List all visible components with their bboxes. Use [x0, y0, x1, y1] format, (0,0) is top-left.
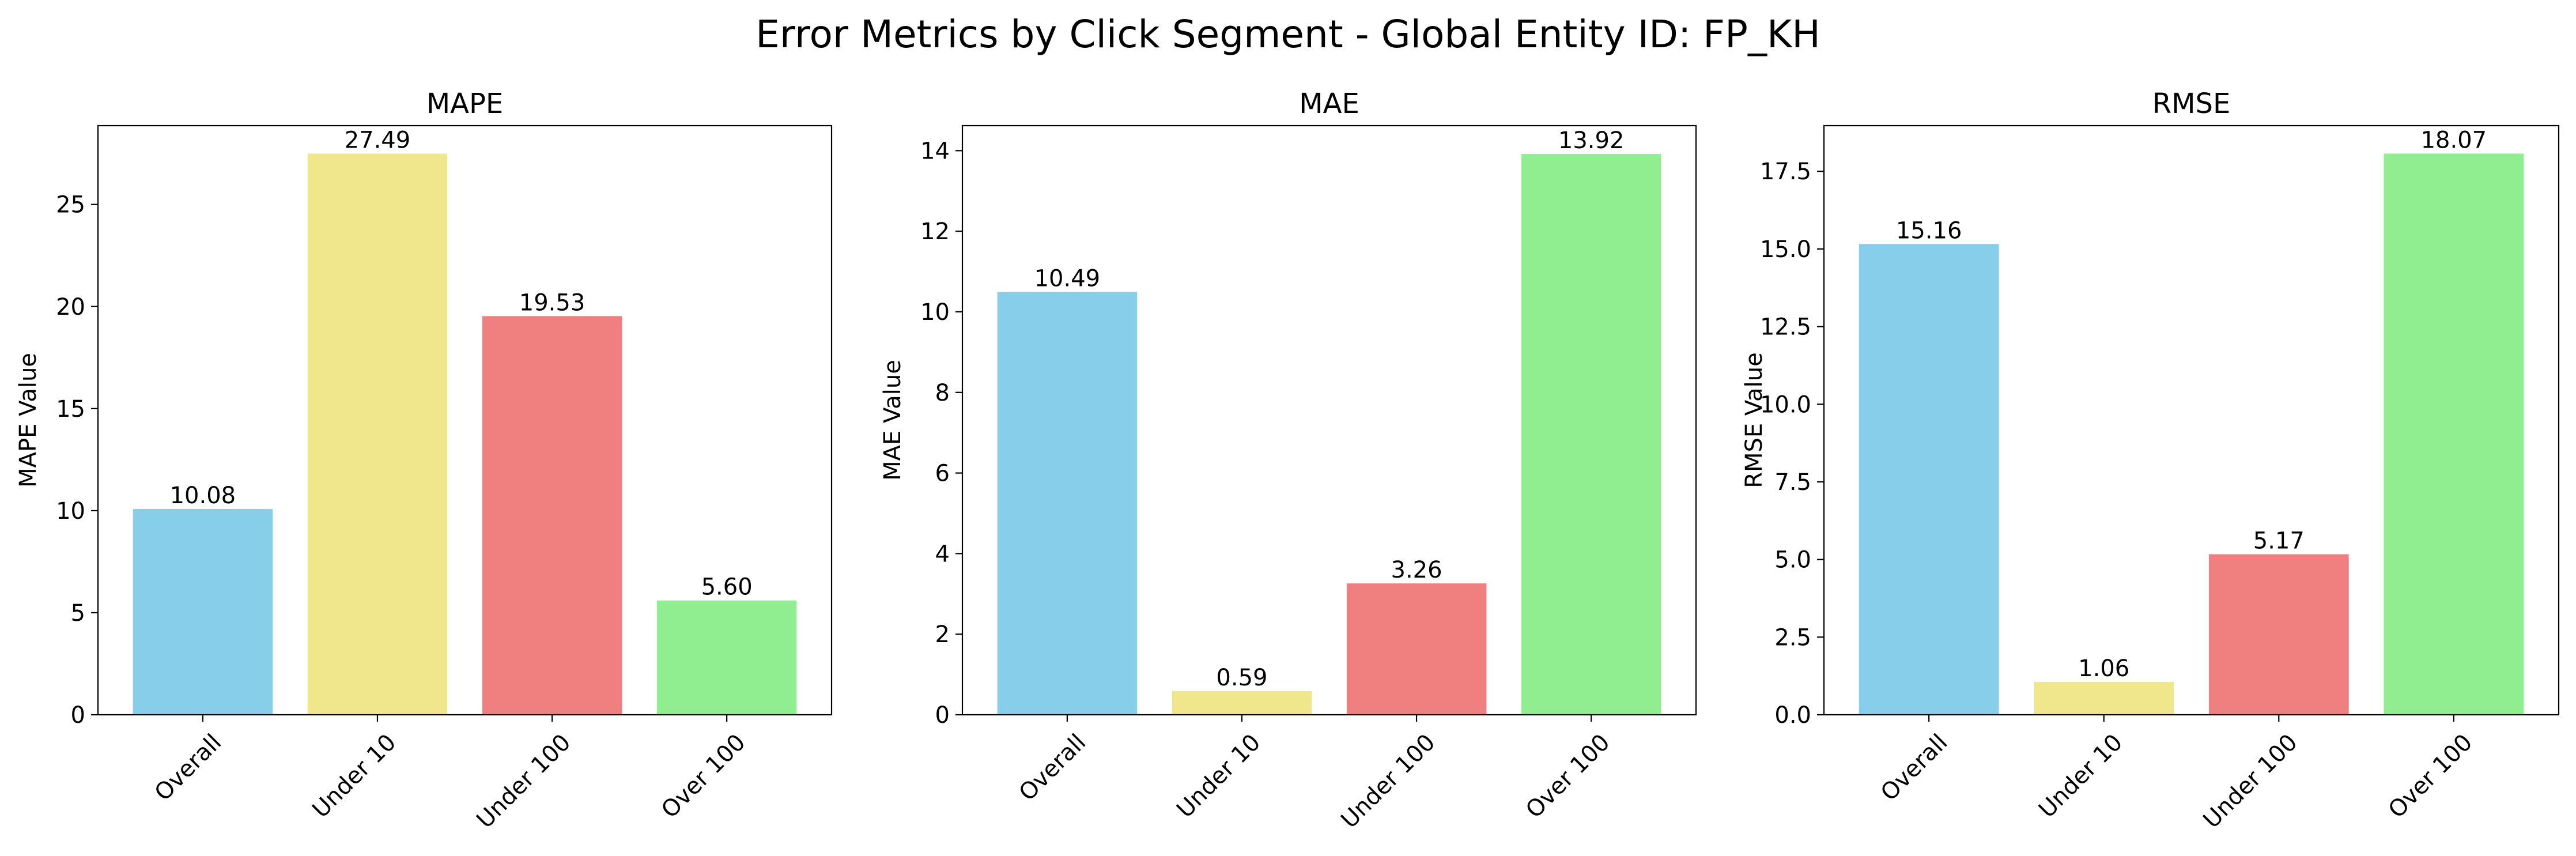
- rmse-bar-under-10: [2034, 681, 2174, 715]
- mape-ytick-label: 15: [56, 396, 85, 423]
- rmse-panel-title: RMSE: [2152, 88, 2231, 120]
- mae-xtick-label: Under 100: [1336, 729, 1440, 834]
- mae-ytick-label: 8: [935, 380, 950, 406]
- mae-ytick-label: 2: [935, 621, 950, 648]
- mape-value-label: 27.49: [345, 127, 411, 154]
- rmse-value-label: 15.16: [1896, 217, 1962, 244]
- mae-bar-under-10: [1172, 691, 1312, 715]
- mape-ytick-label: 0: [71, 702, 85, 729]
- mape-bar-overall: [133, 509, 273, 715]
- rmse-bar-under-100: [2208, 554, 2349, 715]
- rmse-value-label: 5.17: [2253, 527, 2305, 554]
- rmse-xtick-label: Over 100: [2384, 729, 2478, 824]
- rmse-ytick-label: 10.0: [1760, 391, 1811, 418]
- mae-xtick-label: Overall: [1014, 729, 1091, 806]
- mae-value-label: 0.59: [1216, 665, 1267, 691]
- mae-value-label: 10.49: [1034, 266, 1101, 292]
- mae-xtick-label: Over 100: [1521, 729, 1615, 824]
- rmse-xtick-label: Under 100: [2199, 729, 2303, 834]
- mape-value-label: 19.53: [519, 289, 586, 316]
- mape-ytick-label: 10: [56, 498, 85, 525]
- rmse-ytick-label: 17.5: [1760, 159, 1811, 185]
- rmse-ytick-label: 12.5: [1760, 314, 1811, 341]
- mae-bar-over-100: [1521, 153, 1661, 715]
- mae-bar-overall: [997, 292, 1138, 715]
- mape-ytick-label: 25: [56, 192, 85, 218]
- mape-bar-under-10: [307, 153, 448, 715]
- mape-xtick-label: Under 100: [471, 729, 576, 834]
- rmse-ytick-label: 15.0: [1760, 236, 1811, 263]
- rmse-value-label: 18.07: [2421, 127, 2487, 153]
- rmse-axes-frame: [1823, 125, 2560, 716]
- rmse-xtick-label: Under 10: [2034, 729, 2128, 823]
- mape-bar-under-100: [482, 316, 622, 715]
- mae-ytick-label: 0: [935, 702, 950, 729]
- mae-ytick-label: 14: [920, 138, 950, 164]
- mae-xtick-label: Under 10: [1172, 729, 1266, 823]
- mae-value-label: 13.92: [1558, 127, 1625, 154]
- mape-value-label: 10.08: [170, 482, 236, 509]
- mae-ytick-label: 12: [920, 218, 950, 245]
- mape-xtick-label: Under 10: [307, 729, 401, 823]
- mape-ytick-label: 20: [56, 294, 85, 320]
- mape-xtick-label: Overall: [150, 729, 227, 806]
- rmse-bar-over-100: [2384, 153, 2524, 715]
- rmse-y-axis-label: RMSE Value: [1741, 352, 1767, 488]
- mape-value-label: 5.60: [701, 574, 753, 601]
- mape-axes-frame: [97, 125, 833, 716]
- mae-ytick-label: 6: [935, 461, 950, 487]
- mape-xtick-label: Over 100: [656, 729, 751, 824]
- mape-bar-over-100: [656, 600, 797, 715]
- mape-ytick-label: 5: [71, 600, 85, 627]
- mae-value-label: 3.26: [1391, 557, 1442, 583]
- mae-bar-under-100: [1346, 583, 1487, 715]
- mae-ytick-label: 10: [920, 299, 950, 326]
- rmse-ytick-label: 7.5: [1774, 469, 1811, 496]
- mape-panel-title: MAPE: [426, 88, 504, 120]
- mae-panel-title: MAE: [1299, 88, 1359, 120]
- rmse-bar-overall: [1859, 244, 1999, 715]
- rmse-ytick-label: 5.0: [1774, 547, 1811, 574]
- mae-axes-frame: [961, 125, 1697, 716]
- mape-y-axis-label: MAPE Value: [15, 353, 41, 488]
- mae-y-axis-label: MAE Value: [879, 360, 906, 481]
- rmse-ytick-label: 0.0: [1774, 702, 1811, 729]
- rmse-ytick-label: 2.5: [1774, 624, 1811, 651]
- figure-title: Error Metrics by Click Segment - Global …: [756, 12, 1820, 56]
- rmse-xtick-label: Overall: [1876, 729, 1953, 806]
- mae-ytick-label: 4: [935, 541, 950, 567]
- rmse-value-label: 1.06: [2078, 655, 2129, 682]
